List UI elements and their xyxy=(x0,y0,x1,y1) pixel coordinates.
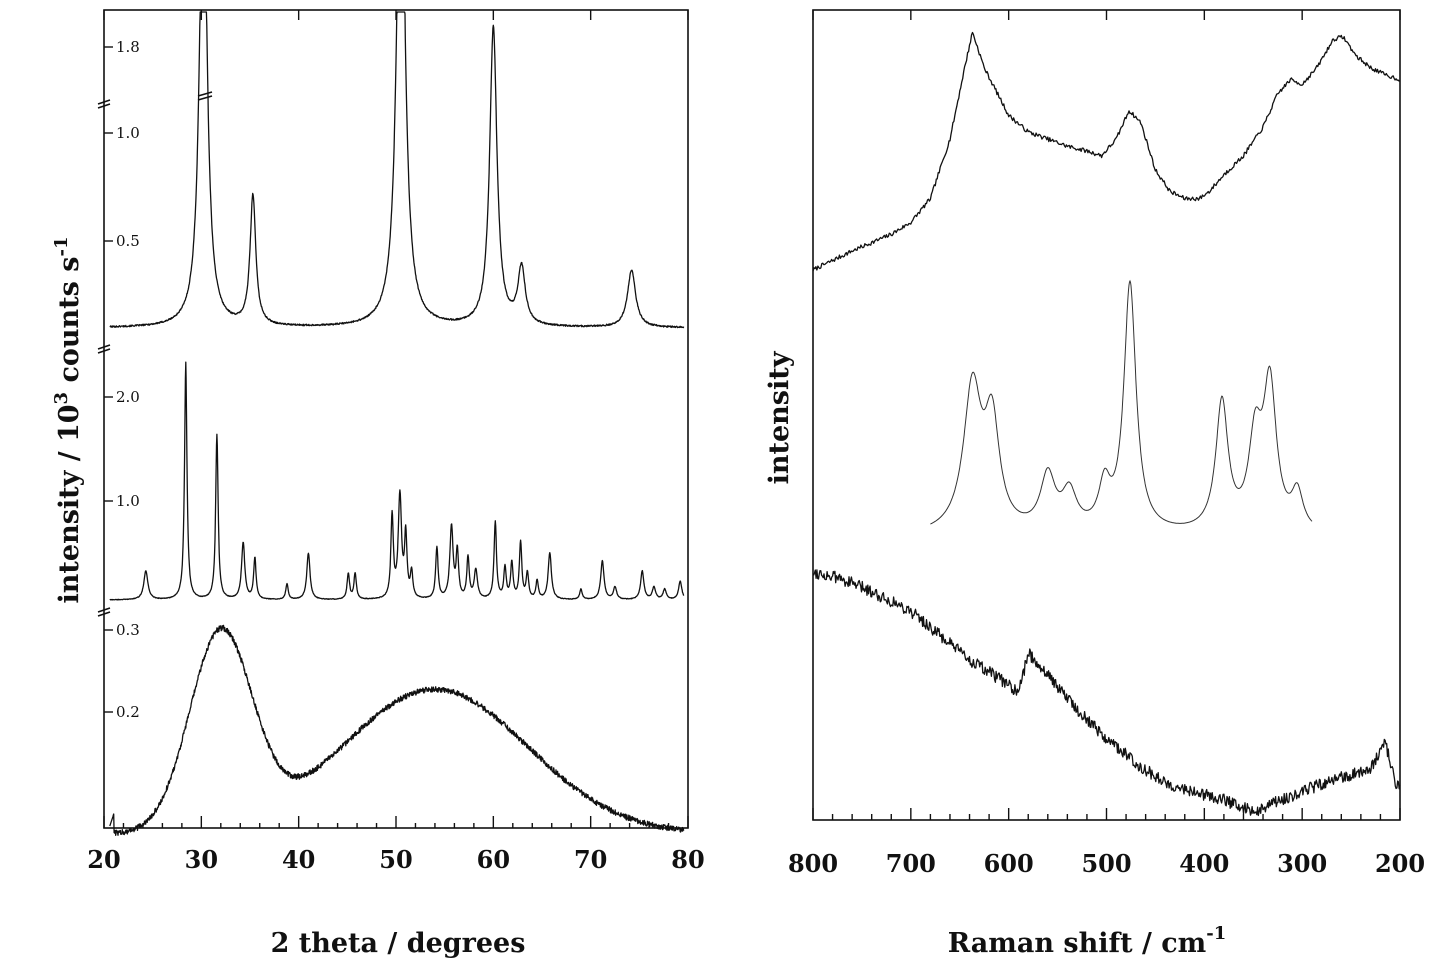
right-x-tick-label: 600 xyxy=(984,849,1034,878)
left-series-middle-line xyxy=(109,361,685,601)
left-series-top-line xyxy=(109,11,685,329)
left-y-tick-label: 2.0 xyxy=(116,388,140,406)
left-series-bottom-line xyxy=(109,624,685,836)
left-x-tick-label: 60 xyxy=(477,845,510,874)
right-x-axis-title-exp: -1 xyxy=(1206,923,1226,944)
left-axis-break xyxy=(97,344,111,350)
left-y-axis-title: intensity / 103 counts s-1 xyxy=(51,237,85,604)
left-y-tick-label: 0.2 xyxy=(116,703,140,721)
right-x-tick-label: 200 xyxy=(1375,849,1425,878)
right-panel: 800 700 600 500 400 300 200 xyxy=(788,9,1425,878)
left-y-axis-title-main: intensity / 10 xyxy=(54,404,85,603)
right-x-tick-label: 400 xyxy=(1179,849,1229,878)
left-x-tick-label: 30 xyxy=(185,845,218,874)
left-y-tick-label: 1.0 xyxy=(116,492,140,510)
left-y-axis-title-exp2: -1 xyxy=(51,237,72,257)
left-x-tick-label: 20 xyxy=(87,845,120,874)
left-x-axis-title: 2 theta / degrees xyxy=(271,928,526,959)
left-axis-break xyxy=(97,99,111,105)
left-axis-break xyxy=(97,103,111,109)
left-x-tick-label: 50 xyxy=(379,845,412,874)
left-y-tick-label: 1.0 xyxy=(116,124,140,142)
left-y-tick-label: 0.3 xyxy=(116,621,140,639)
left-peak-break xyxy=(197,95,213,101)
left-x-tick-label: 80 xyxy=(671,845,704,874)
left-y-tick-label: 1.8 xyxy=(116,38,140,56)
left-panel: 20 30 40 50 60 70 80 0.5 1.0 1.8 1.0 2.0 0.2 0.3 xyxy=(87,9,705,874)
right-series-bottom-line xyxy=(813,569,1401,817)
left-y-axis-title-mid: counts s xyxy=(54,257,85,392)
right-x-axis-title: Raman shift / cm-1 xyxy=(948,923,1227,959)
right-series-middle-line xyxy=(930,279,1313,525)
left-axis-break xyxy=(97,607,111,613)
right-x-tick-label: 800 xyxy=(788,849,838,878)
right-x-tick-label: 500 xyxy=(1081,849,1131,878)
left-peak-break xyxy=(197,91,213,97)
left-x-tick-label: 70 xyxy=(574,845,607,874)
right-series-top-line xyxy=(812,31,1401,272)
left-x-tick-label: 40 xyxy=(282,845,315,874)
right-plot-frame xyxy=(812,9,1401,821)
right-x-tick-label: 300 xyxy=(1277,849,1327,878)
left-axis-break xyxy=(97,348,111,354)
left-y-tick-label: 0.5 xyxy=(116,232,140,250)
left-y-axis-title-exp1: 3 xyxy=(51,392,72,405)
right-x-axis-title-main: Raman shift / cm xyxy=(948,928,1207,959)
right-y-axis-title: intensity xyxy=(764,350,795,484)
right-x-tick-label: 700 xyxy=(886,849,936,878)
left-axis-break xyxy=(97,611,111,617)
